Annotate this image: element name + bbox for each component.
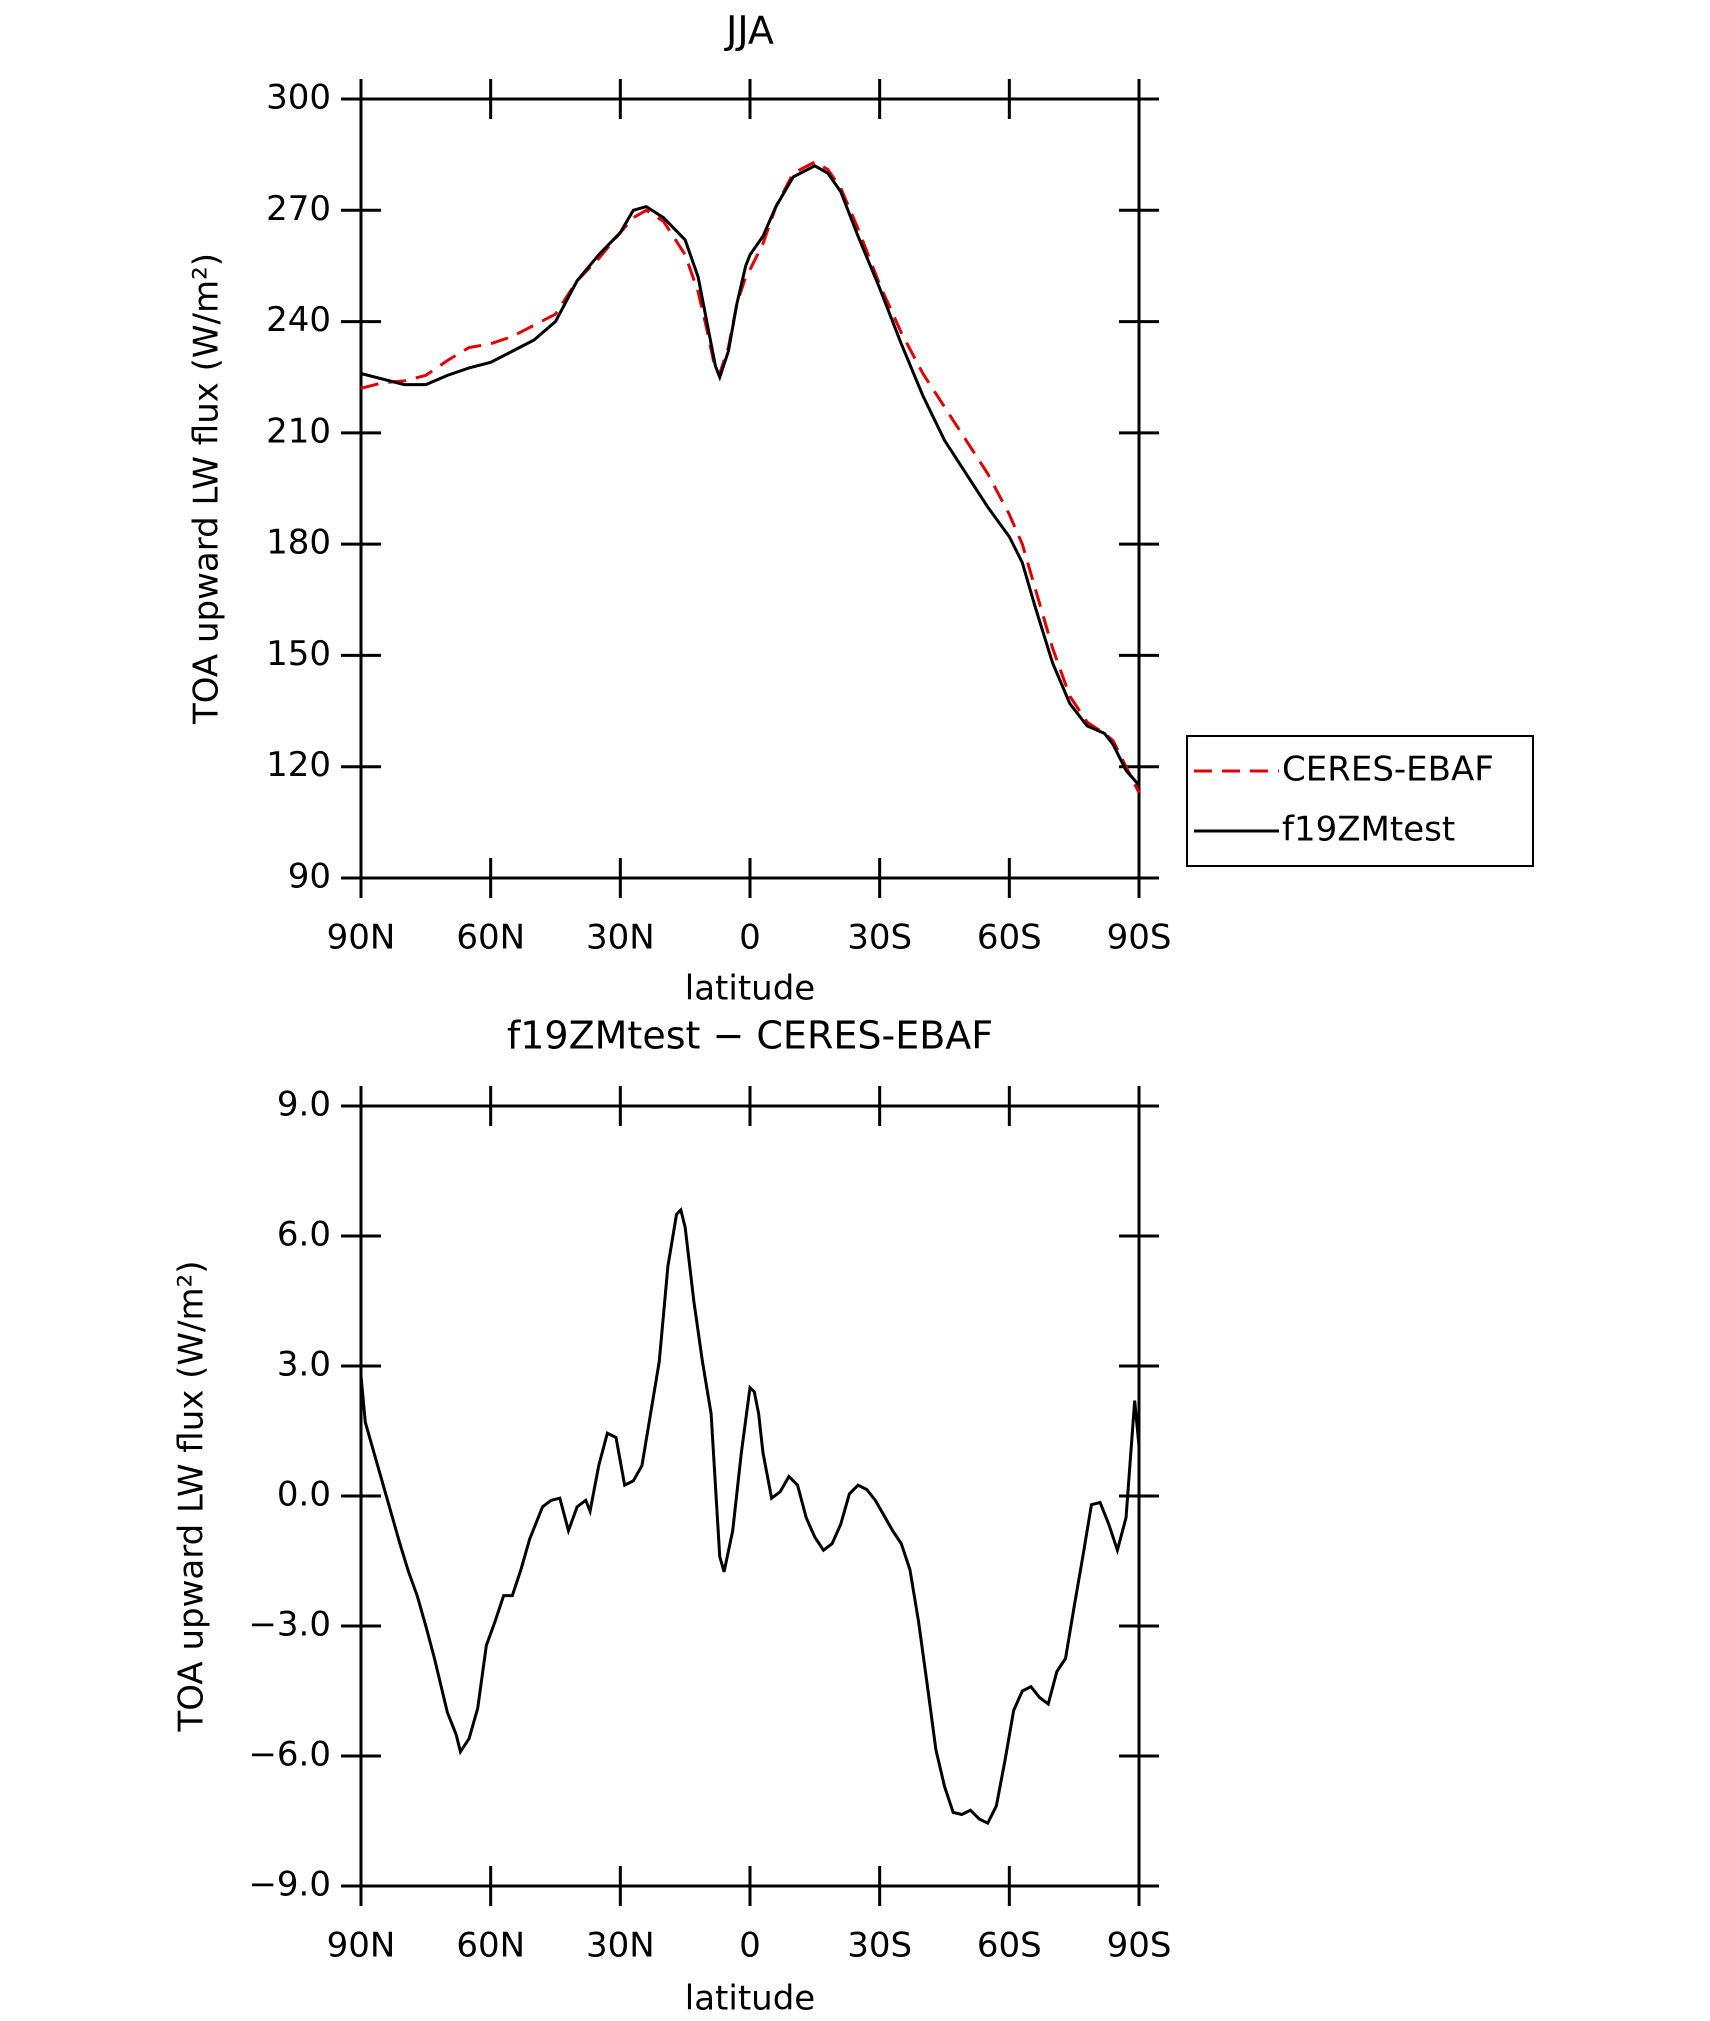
y-tick-label: 3.0 xyxy=(277,1345,331,1385)
y-tick-label: 9.0 xyxy=(277,1085,331,1125)
panel: f19ZMtest − CERES-EBAF latitude TOA upward… xyxy=(172,1014,1172,2019)
y-tick-label: −6.0 xyxy=(248,1735,331,1775)
x-tick-label: 60S xyxy=(977,918,1042,958)
y-tick-label: 120 xyxy=(266,745,331,785)
y-tick-label: 6.0 xyxy=(277,1215,331,1255)
y-tick-label: 240 xyxy=(266,300,331,340)
y-axis-label: TOA upward LW flux (W/m²) xyxy=(172,1260,212,1732)
x-tick-label: 60N xyxy=(456,918,525,958)
legend-box xyxy=(1186,735,1534,867)
plot-frame xyxy=(359,1104,1141,1888)
chart-title: JJA xyxy=(724,9,774,53)
x-tick-label: 90S xyxy=(1107,918,1172,958)
x-tick-label: 90S xyxy=(1107,1926,1172,1966)
x-tick-label: 30S xyxy=(847,1926,912,1966)
y-tick-label: 180 xyxy=(266,523,331,563)
plot-frame xyxy=(359,97,1141,880)
y-tick-label: 300 xyxy=(266,78,331,118)
y-tick-label: −9.0 xyxy=(248,1865,331,1905)
panel: JJA latitude TOA upward LW flux (W/m²) 90 12… xyxy=(187,9,1534,1009)
chart-title: f19ZMtest − CERES-EBAF xyxy=(507,1014,993,1058)
y-tick-label: −3.0 xyxy=(248,1605,331,1645)
data-line xyxy=(360,164,1141,787)
y-tick-label: 150 xyxy=(266,634,331,674)
y-tick-label: 210 xyxy=(266,411,331,451)
y-tick-label: 270 xyxy=(266,189,331,229)
x-tick-label: 90N xyxy=(327,918,396,958)
legend-label: f19ZMtest xyxy=(1282,810,1455,850)
x-tick-label: 0 xyxy=(739,918,761,958)
x-tick-label: 60N xyxy=(456,1926,525,1966)
data-line xyxy=(359,1207,1141,1826)
x-tick-label: 90N xyxy=(327,1926,396,1966)
data-line xyxy=(360,160,1141,794)
legend-label: CERES-EBAF xyxy=(1282,750,1494,790)
y-axis-label: TOA upward LW flux (W/m²) xyxy=(187,253,227,725)
x-axis-label: latitude xyxy=(685,969,815,1009)
x-tick-label: 60S xyxy=(977,1926,1042,1966)
y-tick-label: 0.0 xyxy=(277,1475,331,1515)
y-tick-label: 90 xyxy=(288,857,331,897)
x-axis-label: latitude xyxy=(685,1979,815,2019)
x-tick-label: 30N xyxy=(586,1926,655,1966)
x-tick-label: 30N xyxy=(586,918,655,958)
x-tick-label: 30S xyxy=(847,918,912,958)
x-tick-label: 0 xyxy=(739,1926,761,1966)
